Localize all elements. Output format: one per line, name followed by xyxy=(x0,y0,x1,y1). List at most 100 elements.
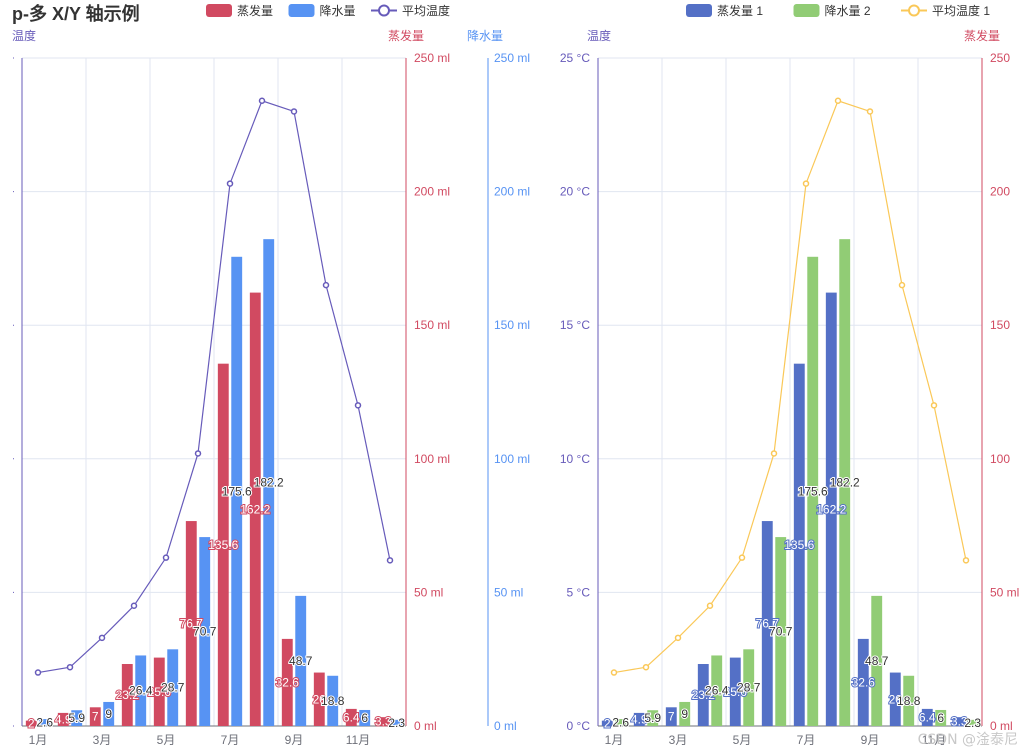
chart1-bar-evap xyxy=(377,717,389,726)
chart1-bar-value-label: 23.2 xyxy=(116,688,140,702)
chart2-line-point xyxy=(770,450,778,457)
chart1-bar-value-label: 25.6 xyxy=(148,685,172,699)
chart2-bar-value-label: 6 xyxy=(937,711,944,725)
chart2-bar-value-label: 2.6 xyxy=(612,716,629,730)
chart2-x-tick-label: 1月 xyxy=(605,733,624,747)
chart1-bar-evap xyxy=(121,664,133,726)
chart2-bar-evap xyxy=(729,657,741,726)
chart1-bar-rain xyxy=(327,675,339,726)
chart2-x-tick-label: 3月 xyxy=(669,733,688,747)
chart1-bar-value-label: 5.9 xyxy=(68,711,85,725)
chart2-line-point xyxy=(610,669,618,676)
chart1-line-temp xyxy=(37,100,391,674)
chart2-tick-evap: 250 xyxy=(990,51,1010,65)
chart1-line-point xyxy=(66,663,74,671)
chart1-bar-rain xyxy=(391,719,403,726)
chart1-bar-value-label: 48.7 xyxy=(289,654,313,668)
chart2-bar-evap xyxy=(953,717,965,726)
chart1-bar-evap xyxy=(153,657,165,726)
chart1-bar-value-label: 76.7 xyxy=(180,617,204,631)
chart2-bar-value-label: 2 xyxy=(604,716,611,730)
chart1-bar-value-label: 28.7 xyxy=(161,681,185,695)
chart2-bar-evap xyxy=(761,521,773,726)
chart2-tick-temp: 25 °C xyxy=(560,51,590,65)
chart2-bar-value-label: 5.9 xyxy=(644,711,661,725)
chart2-tick-temp: 20 °C xyxy=(560,185,590,199)
chart2-bar-evap xyxy=(633,712,645,726)
chart2-bar-value-label: 28.7 xyxy=(737,681,761,695)
chart1-bar-value-label: 6.4 xyxy=(343,710,360,724)
chart1-bar-value-label: 2.6 xyxy=(36,716,53,730)
chart1-x-tick-label: 9月 xyxy=(285,733,304,747)
chart1-legend-label: 平均温度 xyxy=(402,3,450,18)
chart1-bar-evap xyxy=(57,712,69,726)
chart2-bar-rain xyxy=(935,709,947,726)
chart1-bar-value-label: 182.2 xyxy=(254,476,284,490)
chart1-line-point xyxy=(162,554,170,561)
chart2-bar-evap xyxy=(857,638,869,726)
chart2-bar-rain xyxy=(615,719,627,726)
chart2-x-tick-label: 9月 xyxy=(861,733,880,747)
chart2-bar-value-label: 162.2 xyxy=(816,502,846,516)
chart1-bar-rain xyxy=(359,709,371,726)
chart1-legend-label: 降水量 xyxy=(320,4,356,18)
chart2-bar-value-label: 32.6 xyxy=(852,675,876,689)
chart1-tick-rain: 200 ml xyxy=(494,185,530,199)
chart2-line-point xyxy=(802,180,810,187)
chart1-bar-evap xyxy=(185,521,197,726)
chart1-line-point xyxy=(258,97,266,105)
chart1-bar-value-label: 2 xyxy=(28,716,35,730)
chart1-bar-rain xyxy=(263,239,275,726)
chart1-line-point xyxy=(290,108,298,115)
chart2-bar-evap xyxy=(665,707,677,726)
chart1-bar-rain xyxy=(39,719,51,726)
chart2-tick-evap: 100 xyxy=(990,452,1010,466)
chart2-legend-label: 蒸发量 1 xyxy=(717,3,763,18)
chart1-x-tick-label: 7月 xyxy=(221,733,240,747)
chart1-bar-value-label: 26.4 xyxy=(129,684,153,698)
chart1-tick-rain: 0 ml xyxy=(494,719,517,733)
chart1-tick-evap: 50 ml xyxy=(414,585,443,599)
chart2-bar-value-label: 175.6 xyxy=(798,484,828,498)
chart1-bar-value-label: 70.7 xyxy=(193,625,217,639)
chart1-tick-rain: 50 ml xyxy=(494,585,523,599)
chart1-line-point xyxy=(130,602,138,610)
chart1-bar-evap xyxy=(217,363,229,726)
chart2-bar-value-label: 135.6 xyxy=(784,538,814,552)
chart1-bar-value-label: 135.6 xyxy=(208,538,238,552)
chart1-bar-value-label: 2.3 xyxy=(388,716,405,730)
chart2-tick-evap: 50 ml xyxy=(990,585,1019,599)
chart1-bar-evap xyxy=(89,707,101,726)
chart1-tick-rain: 100 ml xyxy=(494,452,530,466)
chart2-bar-rain xyxy=(679,701,691,726)
chart2-line-point xyxy=(962,557,970,564)
chart2-bar-rain xyxy=(647,710,659,726)
chart2-bar-value-label: 23.2 xyxy=(692,688,716,702)
chart2-bar-rain xyxy=(839,239,851,726)
chart2-bar-evap xyxy=(921,708,933,726)
chart2-line-point xyxy=(930,402,938,409)
chart2-bar-evap xyxy=(697,664,709,726)
chart2-bar-rain xyxy=(967,719,979,726)
chart2-line-point xyxy=(866,108,874,115)
chart2-line-point xyxy=(642,663,650,671)
chart2-line-temp xyxy=(613,100,967,674)
chart1-x-tick-label: 1月 xyxy=(29,733,48,747)
chart2-legend-swatch xyxy=(686,4,712,17)
chart1-bar-rain xyxy=(167,649,179,726)
chart1-x-tick-label: 5月 xyxy=(157,733,176,747)
chart2-bar-value-label: 70.7 xyxy=(769,625,793,639)
chart1-axis-title-temp: 温度 xyxy=(12,28,36,43)
chart2-line-point xyxy=(706,602,714,610)
chart1-bar-rain xyxy=(135,655,147,726)
chart2-x-tick-label: 7月 xyxy=(797,733,816,747)
chart2-bar-value-label: 6.4 xyxy=(919,710,936,724)
chart2-bar-evap xyxy=(825,292,837,726)
watermark: CSDN @淦泰尼 xyxy=(917,732,1018,748)
chart2-bar-rain xyxy=(807,256,819,726)
chart2-legend-swatch xyxy=(908,4,920,17)
chart1-line-point xyxy=(226,180,234,187)
chart1-bar-evap xyxy=(281,638,293,726)
chart2-bar-rain xyxy=(903,675,915,726)
chart2-tick-temp: 15 °C xyxy=(560,318,590,332)
